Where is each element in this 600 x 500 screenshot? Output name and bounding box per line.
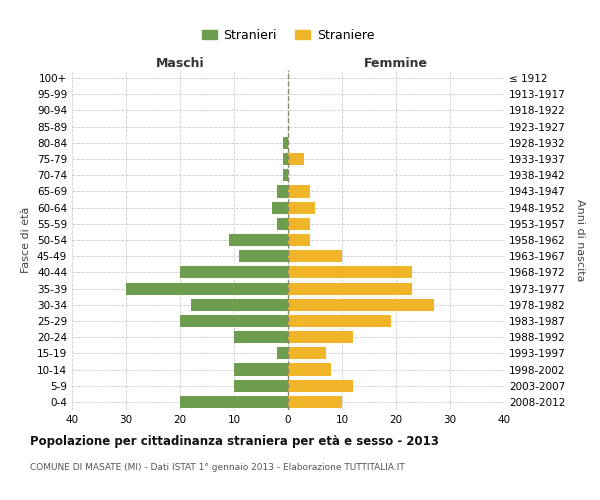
Bar [239, 250, 288, 262]
Bar [191, 298, 288, 311]
Bar [234, 364, 288, 376]
Text: Maschi: Maschi [155, 57, 205, 70]
Text: Popolazione per cittadinanza straniera per età e sesso - 2013: Popolazione per cittadinanza straniera p… [30, 435, 439, 448]
Bar [234, 331, 288, 343]
Y-axis label: Fasce di età: Fasce di età [22, 207, 31, 273]
Bar [180, 396, 288, 408]
Bar [288, 250, 342, 262]
Bar [288, 186, 310, 198]
Bar [288, 202, 315, 213]
Bar [288, 396, 342, 408]
Bar [277, 186, 288, 198]
Legend: Stranieri, Straniere: Stranieri, Straniere [197, 24, 379, 46]
Text: Femmine: Femmine [364, 57, 428, 70]
Bar [288, 266, 412, 278]
Bar [272, 202, 288, 213]
Bar [288, 315, 391, 327]
Bar [288, 282, 412, 294]
Bar [288, 331, 353, 343]
Bar [283, 169, 288, 181]
Bar [288, 298, 434, 311]
Y-axis label: Anni di nascita: Anni di nascita [575, 198, 585, 281]
Bar [288, 364, 331, 376]
Bar [288, 348, 326, 360]
Bar [283, 137, 288, 149]
Bar [288, 218, 310, 230]
Bar [288, 153, 304, 165]
Text: COMUNE DI MASATE (MI) - Dati ISTAT 1° gennaio 2013 - Elaborazione TUTTITALIA.IT: COMUNE DI MASATE (MI) - Dati ISTAT 1° ge… [30, 462, 405, 471]
Bar [126, 282, 288, 294]
Bar [234, 380, 288, 392]
Bar [277, 218, 288, 230]
Bar [180, 315, 288, 327]
Bar [180, 266, 288, 278]
Bar [288, 380, 353, 392]
Bar [277, 348, 288, 360]
Bar [283, 153, 288, 165]
Bar [288, 234, 310, 246]
Bar [229, 234, 288, 246]
